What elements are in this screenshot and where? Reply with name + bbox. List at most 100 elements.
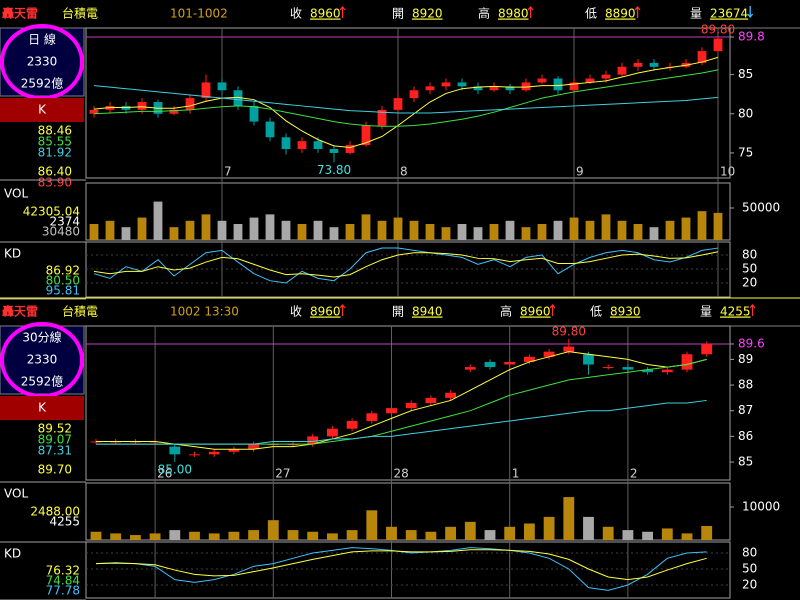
moving-average [96,399,707,445]
volume-bar [681,533,693,540]
volume-bar [129,535,141,540]
arrow-icon [339,303,346,316]
volume-bar [583,516,594,540]
candle-body [249,105,259,122]
quote-value: 8920 [412,7,443,21]
vol-value: 4255 [49,515,80,529]
volume-bar [504,526,516,540]
volume-bar [484,530,496,540]
kd-title: KD [4,547,21,561]
volume-bar [622,530,634,540]
candle-body [425,397,437,403]
volume-bar [425,531,437,540]
date-label: 1 [512,467,520,481]
candle-body [281,137,291,150]
date-label: 10 [720,165,735,179]
k-title: K [38,401,47,415]
candle-body [617,66,627,75]
volume-bar [445,526,457,540]
candle-body [441,82,451,87]
arrow-icon [747,6,754,19]
candle-body [185,98,195,110]
arrow-icon [549,303,556,316]
quote-label: 收 [290,305,302,319]
high-price-label: 89.80 [701,23,735,37]
volume-bar [681,217,691,240]
quote-label: 低 [590,305,602,319]
quote-value: 8930 [610,305,641,319]
candle-body [681,354,693,370]
volume-bar [569,217,579,240]
volume-bar [249,217,259,240]
quote-value: 8960 [310,305,341,319]
candle-body [543,351,555,357]
arrow-icon [634,5,641,18]
kd-line [93,251,719,278]
quote-label: 收 [290,7,302,21]
candle-body [601,74,611,79]
volume-bar [441,227,451,240]
date-label: 7 [224,165,232,179]
volume-bar [201,214,211,240]
candle-body [307,436,319,445]
quote-value: 8960 [520,305,551,319]
vol-title: VOL [4,487,28,501]
volume-bar [409,220,419,240]
volume-bar [297,223,307,240]
kd-value: 77.78 [46,584,80,598]
kd-tick-label: 50 [742,561,757,575]
candle-body [189,454,200,456]
volume-bar [563,497,575,540]
app-title: 轟天雷 [2,304,38,319]
volume-bar [386,526,397,540]
quote-label: 開 [392,305,404,319]
kd-tick-label: 80 [742,545,757,559]
k-value: 85.55 [38,135,72,149]
candle-body [313,141,323,150]
candle-body [661,369,673,373]
volume-bar [473,227,483,240]
volume-bar [601,214,611,240]
quote-label: 開 [392,7,404,21]
app-title: 轟天雷 [2,6,38,21]
market-cap: 2592億 [21,77,64,91]
price-tick-label: 85 [738,67,753,81]
candle-body [457,82,467,87]
vol-title: VOL [4,187,28,201]
volume-bar [137,217,147,240]
volume-bar [267,520,279,540]
candle-body [642,369,654,373]
volume-bar [121,227,131,240]
volume-bar [326,533,338,540]
k-value: 89.70 [38,463,72,477]
stock-name: 台積電 [62,6,98,21]
k-title: K [38,103,47,117]
k-tab [0,396,84,420]
kd-tick-label: 50 [742,262,757,276]
candle-body [585,78,595,83]
candle-body [521,82,531,91]
volume-bar [149,533,161,540]
candle-body [233,90,243,106]
stock-code: 2330 [27,353,58,367]
volume-bar [110,533,122,540]
quote-date: 1002 13:30 [170,305,239,319]
price-tick-label: 80 [738,106,753,120]
candle-body [697,51,707,63]
volume-tick-label: 10000 [742,499,780,513]
stock-name: 台積電 [62,304,98,319]
panel-frame [85,325,731,481]
date-label: 26 [157,467,172,481]
candle-body [297,141,307,150]
kd-line [95,549,707,581]
low-price-label: 85.00 [158,463,192,477]
quote-value: 8980 [498,7,529,21]
candle-body [366,413,378,421]
k-tab [0,98,84,122]
arrow-icon [339,5,346,18]
candle-body [393,98,403,110]
volume-bar [642,531,654,540]
candle-body [361,125,371,146]
date-label: 28 [394,467,409,481]
